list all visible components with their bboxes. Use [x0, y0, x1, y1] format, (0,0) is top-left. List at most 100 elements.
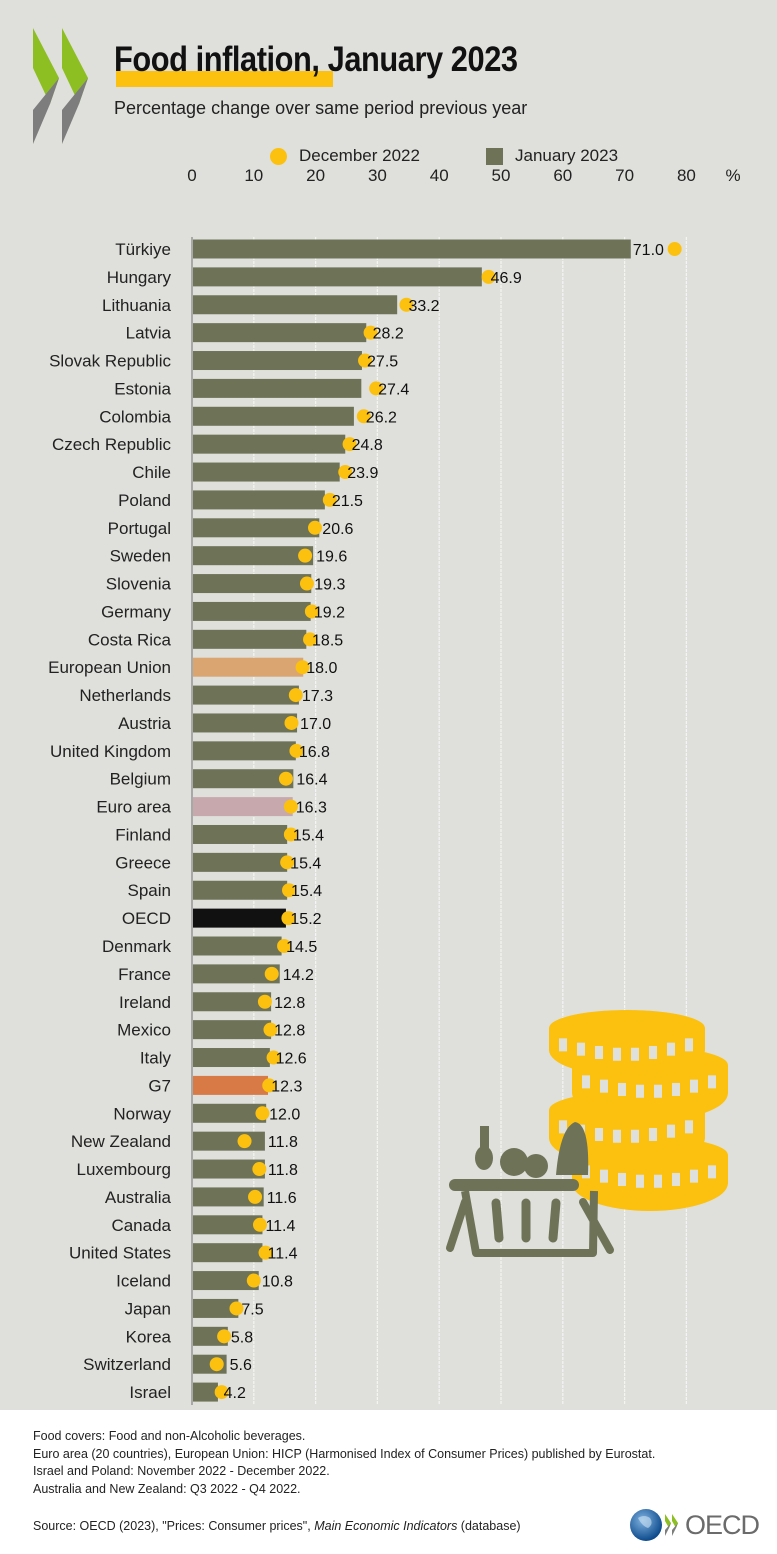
category-label: Finland: [115, 825, 171, 844]
value-label: 27.5: [367, 354, 398, 371]
title-highlight: [116, 71, 333, 87]
value-label: 23.9: [347, 465, 378, 482]
value-label: 12.0: [269, 1106, 300, 1123]
category-label: European Union: [48, 658, 171, 677]
globe-icon: [630, 1509, 678, 1541]
value-label: 16.3: [296, 800, 327, 817]
coin-slot: [667, 1042, 675, 1056]
bar-january-2023: [192, 1215, 263, 1235]
bar-january-2023: [192, 936, 282, 956]
category-label: Canada: [111, 1216, 171, 1235]
category-label: Colombia: [99, 407, 171, 426]
bar-january-2023: [192, 769, 294, 789]
dot-december-2022: [295, 660, 310, 675]
bar-row: Australia 11.6: [105, 1187, 297, 1207]
dot-december-2022: [264, 966, 279, 981]
value-label: 18.0: [306, 660, 337, 677]
footnote: Food covers: Food and non-Alcoholic beve…: [33, 1429, 306, 1443]
coin-slot: [708, 1165, 716, 1179]
category-label: Germany: [101, 602, 171, 621]
category-label: Denmark: [102, 937, 171, 956]
category-label: OECD: [122, 909, 171, 928]
value-label: 19.2: [314, 604, 345, 621]
x-tick-label: 60: [553, 166, 572, 185]
bar-january-2023: [192, 351, 362, 371]
value-label: 12.3: [271, 1078, 302, 1095]
coin-slot: [649, 1127, 657, 1141]
bar-row: New Zealand 11.8: [71, 1131, 298, 1151]
category-label: Norway: [113, 1104, 171, 1123]
x-tick-label: 50: [492, 166, 511, 185]
bar-row: Sweden 19.6: [110, 546, 347, 566]
value-label: 11.8: [268, 1162, 298, 1179]
category-label: Italy: [140, 1049, 172, 1068]
source-note: Source: OECD (2023), "Prices: Consumer p…: [33, 1519, 521, 1533]
value-label: 71.0: [633, 242, 664, 259]
category-label: Greece: [115, 853, 171, 872]
dot-december-2022: [356, 409, 371, 424]
footnote: Australia and New Zealand: Q3 2022 - Q4 …: [33, 1481, 301, 1496]
dot-december-2022: [252, 1162, 267, 1177]
dot-december-2022: [209, 1357, 224, 1372]
coins-icon: [549, 1010, 728, 1211]
legend-item-january-2023: January 2023: [486, 146, 618, 166]
category-label: Slovenia: [106, 575, 172, 594]
coin-slot: [636, 1174, 644, 1188]
coin-slot: [649, 1045, 657, 1059]
category-label: Portugal: [108, 519, 171, 538]
dot-december-2022: [214, 1385, 229, 1400]
bar-row: United States 11.4: [69, 1243, 298, 1263]
value-label: 19.6: [316, 549, 347, 566]
category-label: Estonia: [114, 379, 171, 398]
bar-row: Spain 15.4: [128, 880, 322, 900]
bar-row: Czech Republic 24.8: [52, 434, 383, 454]
value-label: 12.8: [274, 995, 305, 1012]
dot-december-2022: [255, 1106, 270, 1121]
value-label: 5.6: [230, 1357, 252, 1374]
dot-december-2022: [278, 771, 293, 786]
dot-december-2022: [369, 381, 384, 396]
category-label: Mexico: [117, 1021, 171, 1040]
bar-january-2023: [192, 1103, 267, 1123]
bar-january-2023: [192, 685, 299, 705]
x-tick-label: 30: [368, 166, 387, 185]
coin-slot: [631, 1129, 639, 1143]
bar-row: European Union 18.0: [48, 657, 337, 677]
category-label: G7: [148, 1076, 171, 1095]
bar-january-2023: [192, 601, 311, 621]
coin-slot: [672, 1082, 680, 1096]
value-label: 10.8: [262, 1274, 293, 1291]
bar-january-2023: [192, 629, 307, 649]
bar-january-2023: [192, 378, 362, 398]
bar-january-2023: [192, 1271, 259, 1291]
bar-january-2023: [192, 992, 272, 1012]
category-label: Switzerland: [83, 1355, 171, 1374]
value-label: 15.2: [290, 911, 321, 928]
bar-row: Chile 23.9: [132, 462, 379, 482]
bar-january-2023: [192, 908, 286, 928]
category-label: Hungary: [107, 268, 172, 287]
food-basket-coins-illustration: [446, 1010, 728, 1257]
dot-december-2022: [266, 1050, 281, 1065]
coin-slot: [582, 1075, 590, 1089]
dot-december-2022: [667, 242, 682, 256]
value-label: 17.3: [302, 688, 333, 705]
bar-row: Norway 12.0: [113, 1103, 300, 1123]
bar-january-2023: [192, 852, 288, 872]
bar-row: Hungary 46.9: [107, 267, 522, 287]
bar-january-2023: [192, 1382, 218, 1402]
category-label: Sweden: [110, 547, 171, 566]
dot-december-2022: [246, 1273, 261, 1288]
x-tick-label: 40: [430, 166, 449, 185]
bar-row: United Kingdom 16.8: [50, 741, 330, 761]
category-label: Latvia: [126, 324, 172, 343]
dot-december-2022: [263, 1022, 278, 1037]
coin-slot: [690, 1169, 698, 1183]
coin-slot: [654, 1084, 662, 1098]
dot-december-2022: [363, 325, 378, 340]
category-label: Lithuania: [102, 296, 172, 315]
dot-december-2022: [289, 743, 304, 758]
bar-row: Latvia 28.2: [126, 323, 404, 343]
x-unit-label: %: [725, 166, 740, 185]
category-label: Belgium: [110, 770, 171, 789]
